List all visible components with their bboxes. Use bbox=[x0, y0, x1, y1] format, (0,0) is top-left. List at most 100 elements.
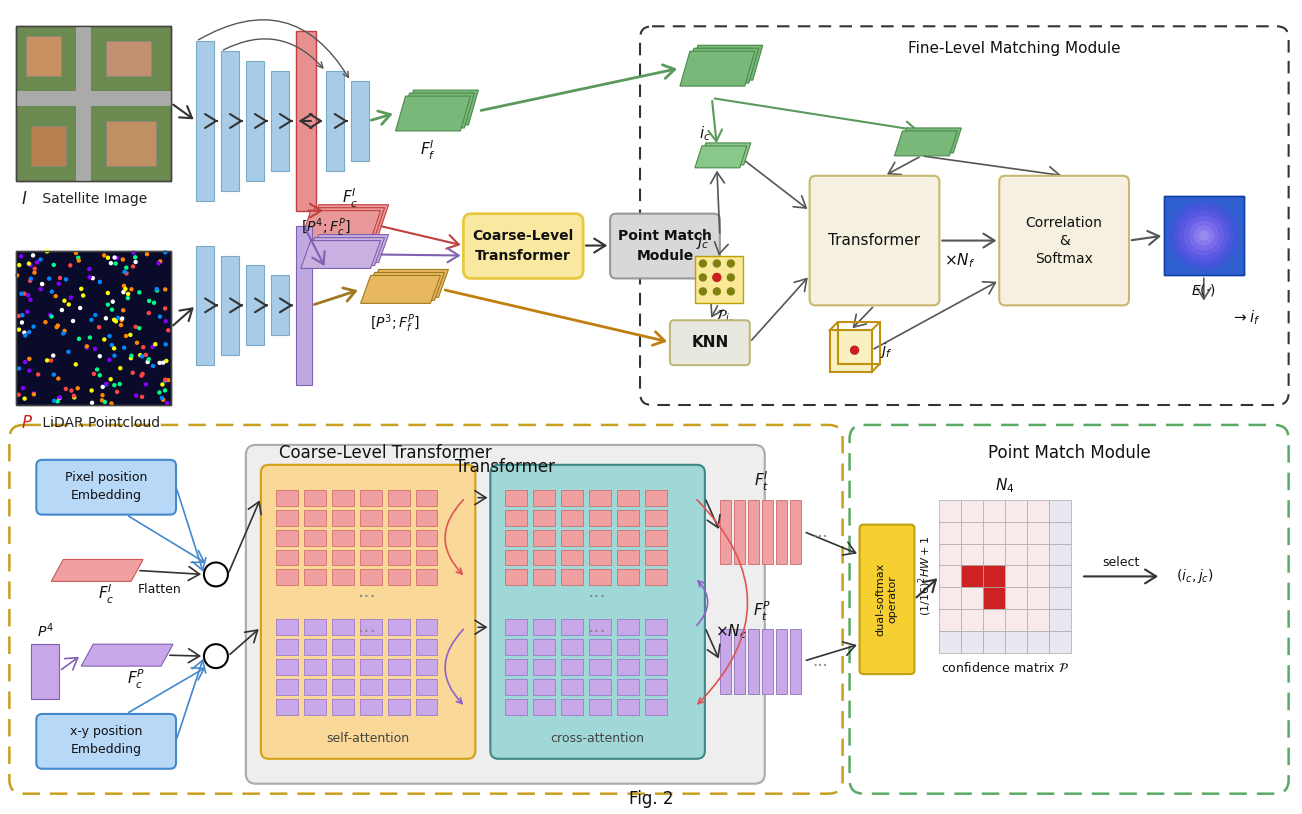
Circle shape bbox=[90, 389, 94, 392]
Bar bbox=[1049, 631, 1072, 653]
Circle shape bbox=[155, 289, 159, 292]
Bar bbox=[1164, 195, 1243, 275]
Circle shape bbox=[33, 393, 35, 396]
Bar bbox=[1005, 544, 1027, 566]
Text: Point Match Module: Point Match Module bbox=[988, 444, 1151, 462]
Bar bbox=[246, 61, 264, 181]
Bar bbox=[505, 699, 527, 715]
Bar bbox=[415, 619, 437, 635]
Circle shape bbox=[89, 276, 91, 278]
Bar bbox=[589, 490, 611, 505]
Circle shape bbox=[129, 357, 133, 360]
Polygon shape bbox=[400, 93, 474, 128]
Text: $j_c$: $j_c$ bbox=[697, 232, 710, 251]
Circle shape bbox=[55, 295, 57, 298]
Text: confidence matrix $\mathcal{P}$: confidence matrix $\mathcal{P}$ bbox=[941, 661, 1069, 675]
Bar bbox=[31, 644, 60, 699]
Circle shape bbox=[1178, 211, 1229, 260]
Circle shape bbox=[17, 314, 21, 317]
Circle shape bbox=[138, 326, 141, 330]
Bar bbox=[415, 639, 437, 655]
Polygon shape bbox=[305, 238, 384, 265]
Circle shape bbox=[728, 260, 734, 267]
Bar bbox=[415, 570, 437, 585]
Circle shape bbox=[1194, 225, 1213, 246]
Circle shape bbox=[147, 300, 151, 302]
Bar bbox=[695, 256, 743, 304]
Circle shape bbox=[60, 309, 64, 312]
Circle shape bbox=[147, 357, 150, 361]
Bar bbox=[303, 659, 326, 675]
Circle shape bbox=[103, 338, 105, 341]
Bar bbox=[388, 549, 410, 566]
Polygon shape bbox=[309, 204, 388, 234]
Bar bbox=[561, 619, 583, 635]
Bar bbox=[837, 322, 880, 364]
Polygon shape bbox=[898, 128, 961, 153]
Bar bbox=[644, 699, 667, 715]
Bar bbox=[617, 679, 639, 695]
FancyBboxPatch shape bbox=[260, 465, 475, 759]
Circle shape bbox=[51, 290, 53, 293]
Bar bbox=[534, 570, 555, 585]
Text: +: + bbox=[208, 646, 224, 666]
Bar bbox=[276, 490, 298, 505]
Circle shape bbox=[21, 321, 23, 324]
Text: Fig. 2: Fig. 2 bbox=[629, 790, 673, 807]
Circle shape bbox=[164, 389, 167, 392]
Circle shape bbox=[107, 303, 109, 306]
Bar bbox=[276, 570, 298, 585]
Circle shape bbox=[165, 401, 168, 405]
Circle shape bbox=[728, 274, 734, 281]
Polygon shape bbox=[305, 208, 384, 238]
Circle shape bbox=[120, 324, 122, 326]
Circle shape bbox=[126, 296, 129, 300]
Circle shape bbox=[49, 359, 52, 362]
Bar bbox=[1027, 544, 1049, 566]
FancyBboxPatch shape bbox=[859, 524, 914, 674]
Circle shape bbox=[204, 644, 228, 668]
Polygon shape bbox=[368, 269, 448, 297]
Circle shape bbox=[141, 374, 143, 377]
Circle shape bbox=[100, 399, 104, 402]
Bar bbox=[1027, 588, 1049, 610]
Bar bbox=[221, 51, 238, 190]
FancyBboxPatch shape bbox=[36, 460, 176, 514]
Bar bbox=[415, 490, 437, 505]
Bar bbox=[359, 659, 381, 675]
Circle shape bbox=[52, 373, 55, 376]
Bar bbox=[617, 490, 639, 505]
Circle shape bbox=[116, 317, 120, 319]
Text: select: select bbox=[1103, 556, 1139, 569]
Circle shape bbox=[62, 330, 66, 332]
Bar bbox=[303, 549, 326, 566]
Bar bbox=[1005, 522, 1027, 544]
Bar bbox=[776, 500, 786, 564]
Bar bbox=[534, 659, 555, 675]
Circle shape bbox=[141, 396, 143, 398]
Bar bbox=[790, 500, 801, 564]
Bar bbox=[17, 251, 171, 405]
Bar bbox=[983, 588, 1005, 610]
Bar bbox=[589, 530, 611, 545]
Circle shape bbox=[159, 315, 161, 318]
Text: $P^4$: $P^4$ bbox=[36, 621, 53, 640]
FancyBboxPatch shape bbox=[810, 176, 939, 305]
Circle shape bbox=[69, 296, 73, 299]
Text: KNN: KNN bbox=[691, 335, 729, 350]
Bar bbox=[505, 530, 527, 545]
Circle shape bbox=[65, 278, 68, 281]
Bar bbox=[359, 679, 381, 695]
Polygon shape bbox=[361, 275, 440, 304]
Bar bbox=[505, 679, 527, 695]
Polygon shape bbox=[396, 96, 470, 131]
Bar bbox=[617, 549, 639, 566]
Bar bbox=[617, 659, 639, 675]
Circle shape bbox=[158, 391, 161, 394]
Circle shape bbox=[57, 282, 60, 285]
Text: Transformer: Transformer bbox=[456, 457, 556, 476]
Circle shape bbox=[57, 377, 60, 380]
Bar bbox=[17, 251, 171, 405]
Circle shape bbox=[46, 359, 48, 362]
Circle shape bbox=[103, 400, 107, 404]
